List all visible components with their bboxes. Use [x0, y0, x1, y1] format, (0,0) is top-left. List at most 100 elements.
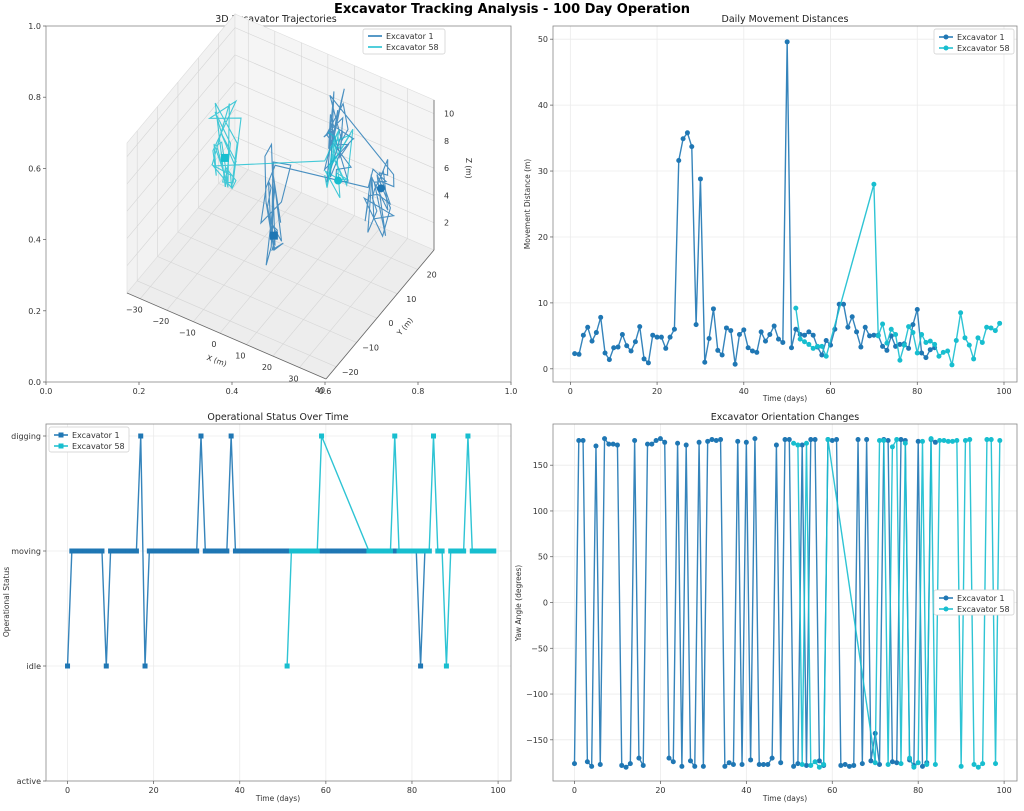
legend-marker — [943, 45, 949, 51]
data-point — [705, 438, 711, 444]
data-point — [949, 362, 955, 368]
data-point — [812, 437, 818, 443]
data-point — [576, 437, 582, 443]
data-point — [86, 548, 92, 554]
data-point — [189, 548, 195, 554]
data-point — [954, 437, 960, 443]
data-point — [823, 353, 829, 359]
data-point — [897, 357, 903, 363]
y-tick-label: idle — [27, 662, 42, 671]
data-point — [872, 760, 878, 766]
data-point — [572, 351, 578, 357]
data-point — [862, 324, 868, 330]
data-point — [846, 763, 852, 769]
data-point — [915, 760, 921, 766]
y-tick-label: 50 — [538, 35, 548, 44]
data-point — [671, 326, 677, 332]
data-point — [880, 343, 886, 349]
outer-x-tick-label: 0.4 — [226, 387, 239, 396]
data-point — [829, 437, 835, 443]
data-point — [793, 326, 799, 332]
data-point — [802, 332, 808, 338]
data-point — [125, 548, 131, 554]
data-point — [885, 437, 891, 443]
data-point — [941, 437, 947, 443]
data-point — [791, 440, 797, 446]
data-point — [82, 548, 88, 554]
data-point — [379, 548, 385, 554]
data-point — [383, 548, 389, 554]
data-point — [784, 39, 790, 45]
data-point — [700, 763, 706, 769]
data-point — [658, 334, 664, 340]
data-point — [854, 329, 860, 335]
data-point — [984, 324, 990, 330]
data-point — [228, 433, 234, 439]
data-point — [413, 548, 419, 554]
x-tick-label: 60 — [827, 786, 837, 795]
data-point — [786, 437, 792, 443]
data-point — [812, 759, 818, 765]
left-gridline — [126, 109, 236, 239]
data-point — [722, 763, 728, 769]
data-point — [619, 762, 625, 768]
data-point — [340, 548, 346, 554]
outer-x-tick-label: 0.6 — [319, 387, 332, 396]
z-tick-label: 2 — [444, 219, 449, 228]
x-tick-label: 30 — [288, 375, 298, 384]
data-point — [881, 437, 887, 443]
y-tick-label: −20 — [342, 368, 359, 377]
data-point — [719, 352, 725, 358]
back-gridline — [234, 81, 435, 169]
y-tick-label: 10 — [406, 295, 416, 304]
data-point — [418, 663, 424, 669]
data-point — [327, 548, 333, 554]
data-point — [670, 759, 676, 765]
x-tick-label: 20 — [149, 786, 159, 795]
data-point — [680, 136, 686, 142]
x-tick-label: 10 — [235, 352, 245, 361]
x-tick-label: 0 — [65, 786, 70, 795]
status-grid — [46, 424, 511, 782]
data-point — [907, 755, 913, 761]
data-point — [748, 757, 754, 763]
y-axis-line — [325, 249, 435, 380]
data-point — [392, 433, 398, 439]
status-legend: Excavator 1 Excavator 58 — [48, 426, 130, 453]
data-point — [778, 760, 784, 766]
data-point — [919, 332, 925, 338]
x-tick-label: 40 — [741, 786, 751, 795]
data-point — [928, 436, 934, 442]
movement-xlabel: Time (days) — [762, 394, 807, 403]
x-axis-label: X (m) — [205, 353, 228, 369]
movement-series — [572, 39, 1003, 368]
data-point — [194, 548, 200, 554]
data-point — [902, 440, 908, 446]
data-point — [176, 548, 182, 554]
data-point — [623, 764, 629, 770]
data-point — [90, 548, 96, 554]
legend-frame — [48, 426, 130, 453]
data-point — [880, 321, 886, 327]
data-point — [422, 548, 428, 554]
data-point — [984, 437, 990, 443]
data-point — [267, 548, 273, 554]
y-tick-label: −50 — [531, 644, 548, 653]
movement-axes-frame — [552, 25, 1018, 383]
data-point — [133, 548, 139, 554]
legend-label: Excavator 1 — [957, 594, 1005, 603]
data-point — [802, 339, 808, 345]
data-point — [571, 761, 577, 767]
data-point — [392, 548, 398, 554]
trajectories-lines — [207, 88, 396, 266]
y-tick-label: 0 — [543, 599, 548, 608]
data-point — [715, 347, 721, 353]
data-point — [593, 443, 599, 449]
trajectories-panel: 3D Excavator Trajectories 0.0 0.2 0.4 0.6 0.… — [28, 13, 517, 396]
legend-frame — [933, 28, 1015, 55]
movement-title: Daily Movement Distances — [722, 14, 849, 25]
z-axis-label: Z (m) — [464, 158, 473, 179]
data-point — [293, 548, 299, 554]
data-point — [859, 761, 865, 767]
data-point — [762, 338, 768, 344]
